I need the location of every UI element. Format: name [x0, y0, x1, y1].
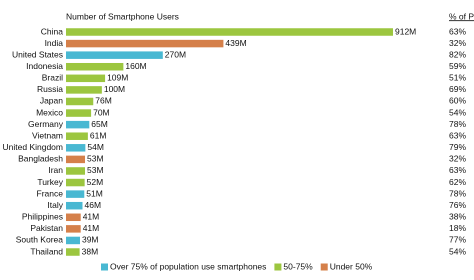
value-label: 41M: [83, 223, 100, 233]
bar: [66, 120, 90, 129]
category-label: Italy: [47, 200, 63, 210]
category-label: France: [37, 188, 64, 198]
category-label: Japan: [40, 96, 63, 106]
value-label: 51M: [86, 188, 103, 198]
pct-label: 79%: [449, 142, 466, 152]
bar: [66, 225, 81, 233]
pct-header: % of Pop.: [449, 11, 474, 21]
pct-label: 60%: [449, 96, 466, 106]
value-label: 53M: [87, 165, 104, 175]
pct-label: 77%: [449, 235, 466, 245]
category-label: Philippines: [22, 212, 63, 222]
pct-label: 63%: [449, 130, 466, 140]
pct-label: 51%: [449, 73, 466, 83]
bar: [66, 213, 81, 222]
value-label: 912M: [395, 26, 416, 36]
bar: [66, 97, 94, 106]
bar: [66, 167, 86, 175]
category-label: Germany: [28, 119, 64, 129]
value-label: 439M: [225, 38, 246, 48]
value-label: 100M: [104, 84, 125, 94]
pct-label: 54%: [449, 246, 466, 256]
pct-label: 62%: [449, 177, 466, 187]
category-label: Turkey: [37, 177, 63, 187]
chart-title: Number of Smartphone Users: [66, 11, 179, 21]
category-label: Russia: [37, 84, 63, 94]
bar: [66, 178, 85, 187]
legend-label: 50-75%: [283, 261, 313, 271]
pct-label: 78%: [449, 119, 466, 129]
category-label: United States: [12, 49, 63, 59]
pct-label: 32%: [449, 38, 466, 48]
pct-label: 69%: [449, 84, 466, 94]
pct-label: 63%: [449, 165, 466, 175]
legend-swatch: [101, 263, 108, 271]
legend-label: Over 75% of population use smartphones: [110, 261, 266, 271]
value-label: 53M: [87, 154, 104, 164]
pct-label: 38%: [449, 212, 466, 222]
bar: [66, 62, 124, 71]
category-label: Iran: [48, 165, 63, 175]
value-label: 61M: [90, 130, 107, 140]
category-label: Pakistan: [30, 223, 63, 233]
legend-label: Under 50%: [330, 261, 373, 271]
value-label: 76M: [95, 96, 112, 106]
value-label: 54M: [87, 142, 104, 152]
legend-swatch: [320, 263, 328, 271]
bar: [66, 236, 80, 245]
pct-label: 18%: [449, 223, 466, 233]
bar: [66, 144, 86, 152]
category-label: South Korea: [16, 235, 64, 245]
bar: [66, 190, 85, 198]
pct-label: 78%: [449, 188, 466, 198]
bar: [66, 51, 163, 59]
category-label: Brazil: [42, 73, 63, 83]
bar: [66, 248, 80, 256]
category-label: India: [45, 38, 64, 48]
pct-label: 76%: [449, 200, 466, 210]
pct-label: 59%: [449, 61, 466, 71]
value-label: 41M: [83, 212, 100, 222]
category-label: Mexico: [36, 107, 63, 117]
pct-label: 63%: [449, 26, 466, 36]
category-label: Thailand: [30, 246, 63, 256]
category-label: Bangladesh: [18, 154, 63, 164]
category-label: United Kingdom: [3, 142, 63, 152]
pct-label: 32%: [449, 154, 466, 164]
bar: [66, 74, 106, 83]
value-label: 52M: [87, 177, 104, 187]
value-label: 70M: [93, 107, 110, 117]
category-label: Indonesia: [26, 61, 63, 71]
value-label: 270M: [165, 49, 186, 59]
value-label: 109M: [107, 73, 128, 83]
category-label: Vietnam: [32, 130, 63, 140]
pct-label: 54%: [449, 107, 466, 117]
pct-label: 82%: [449, 49, 466, 59]
legend-swatch: [274, 263, 282, 271]
value-label: 65M: [91, 119, 108, 129]
bar: [66, 28, 393, 36]
value-label: 39M: [82, 235, 99, 245]
bar: [66, 109, 92, 117]
category-label: China: [41, 26, 63, 36]
bar: [66, 39, 224, 48]
value-label: 38M: [82, 246, 99, 256]
bar: [66, 201, 83, 210]
value-label: 160M: [125, 61, 146, 71]
bar: [66, 155, 86, 164]
bar: [66, 86, 102, 94]
value-label: 46M: [84, 200, 101, 210]
bar: [66, 132, 88, 140]
